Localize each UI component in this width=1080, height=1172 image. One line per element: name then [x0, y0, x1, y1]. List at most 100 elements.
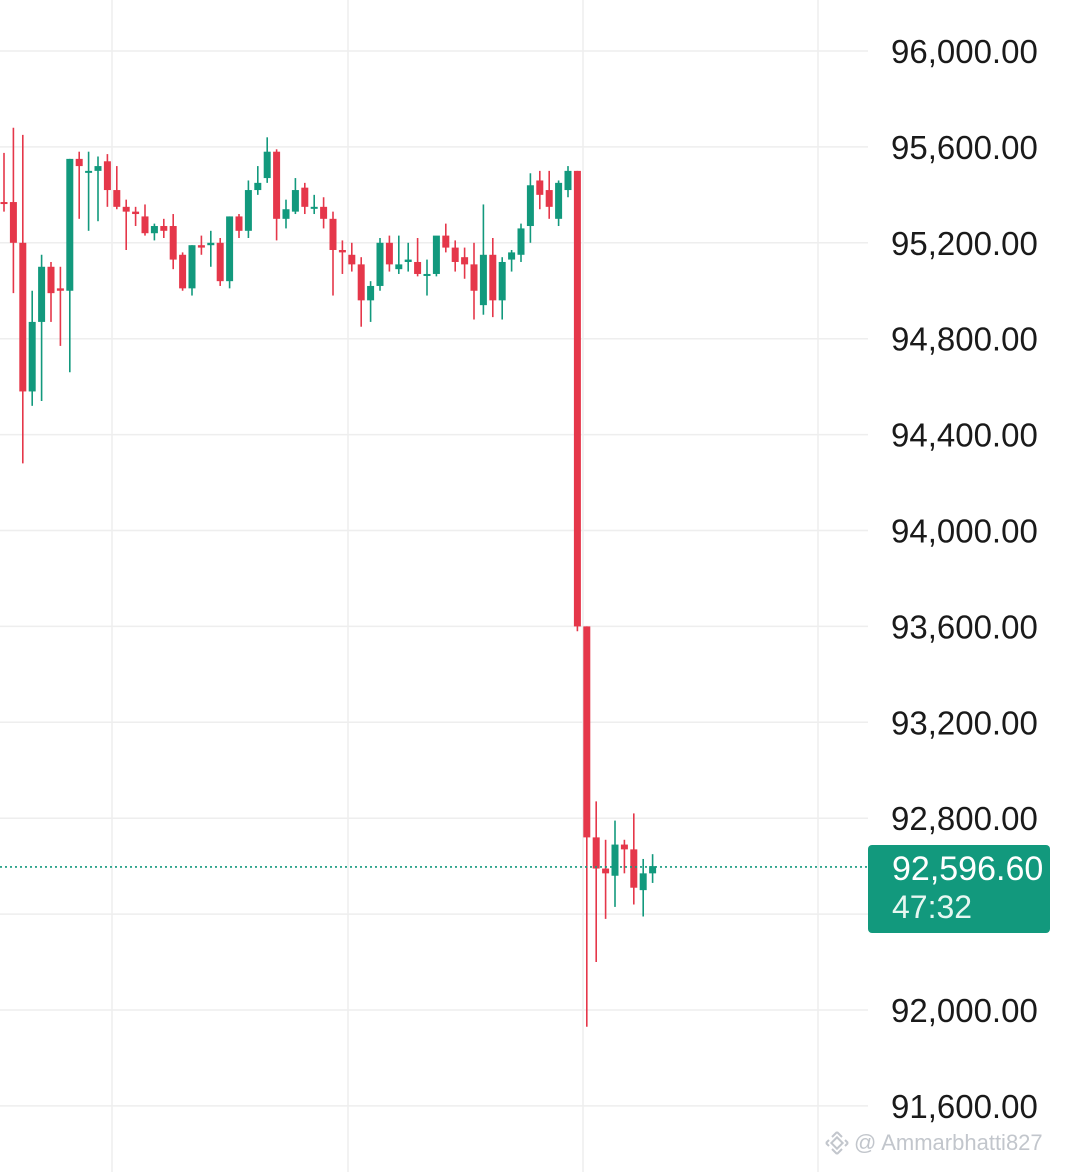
candle	[56, 266, 64, 346]
candle-body	[150, 226, 158, 234]
candle-body	[66, 158, 74, 291]
candle-body	[103, 161, 111, 191]
y-tick-label: 95,200.00	[891, 225, 1038, 262]
candle	[94, 156, 102, 222]
candle	[0, 152, 8, 212]
candle-body	[28, 321, 36, 392]
candle	[470, 242, 478, 320]
candle	[273, 149, 281, 241]
candle	[461, 247, 469, 279]
candle-body	[395, 264, 403, 270]
candle-body	[555, 182, 563, 219]
candle	[263, 137, 271, 183]
candle-body	[282, 209, 290, 219]
candle	[75, 151, 83, 219]
candle-body	[583, 626, 591, 838]
candle-body	[639, 873, 647, 891]
y-tick-label: 94,400.00	[891, 417, 1038, 454]
candle-body	[75, 158, 83, 167]
candle	[207, 230, 215, 267]
candle	[602, 839, 610, 919]
candle-body	[113, 190, 121, 207]
candle	[197, 235, 205, 255]
candle	[442, 223, 450, 253]
candle	[38, 254, 46, 402]
candle-body	[160, 226, 168, 231]
watermark: @ Ammarbhatti827	[824, 1130, 1043, 1156]
candle	[291, 178, 299, 215]
candle	[150, 223, 158, 241]
candle-body	[385, 242, 393, 265]
candle	[611, 820, 619, 907]
y-tick-label: 92,800.00	[891, 800, 1038, 837]
candle	[216, 238, 224, 286]
candle-body	[244, 190, 252, 231]
candle	[254, 166, 262, 195]
candle	[348, 242, 356, 272]
candle-body	[216, 242, 224, 282]
candle	[573, 170, 581, 632]
candle-body	[188, 245, 196, 289]
candle-body	[273, 151, 281, 219]
candle-body	[94, 166, 102, 171]
candle-countdown-label: 47:32	[892, 889, 973, 925]
candle	[19, 134, 27, 464]
candle	[479, 204, 487, 315]
candle-body	[545, 190, 553, 207]
y-tick-label: 95,600.00	[891, 129, 1038, 166]
candle-body	[47, 266, 55, 294]
candle-body	[0, 202, 8, 205]
candle-body	[461, 257, 469, 265]
candle-body	[338, 249, 346, 253]
candle	[432, 235, 440, 277]
candle	[508, 249, 516, 272]
candle-body	[508, 252, 516, 260]
candle-body	[179, 254, 187, 289]
candle	[498, 257, 506, 320]
candle-body	[432, 235, 440, 274]
candle-body	[56, 288, 64, 291]
candle-body	[611, 844, 619, 876]
candle-body	[602, 868, 610, 874]
candle	[649, 854, 657, 883]
binance-logo-icon	[825, 1131, 849, 1155]
y-tick-label: 92,000.00	[891, 992, 1038, 1029]
candle	[639, 858, 647, 917]
candle	[122, 199, 130, 250]
candle-body	[329, 218, 337, 250]
candle-body	[301, 187, 309, 207]
candle	[517, 223, 525, 262]
candle-body	[122, 206, 130, 212]
candle-body	[132, 211, 140, 215]
y-tick-label: 94,000.00	[891, 513, 1038, 550]
candle	[583, 626, 591, 1027]
candle-body	[470, 264, 478, 291]
candle	[235, 214, 243, 239]
candle	[132, 206, 140, 227]
candle-body	[367, 285, 375, 301]
candle-body	[207, 242, 215, 246]
candle-body	[479, 254, 487, 306]
candle-body	[254, 182, 262, 191]
candle	[188, 245, 196, 296]
candle	[526, 173, 534, 243]
candle	[385, 235, 393, 272]
y-tick-label: 93,600.00	[891, 608, 1038, 645]
candle	[160, 218, 168, 239]
candle-body	[9, 202, 17, 243]
candle-body	[141, 216, 149, 234]
current-price-label: 92,596.60	[892, 850, 1044, 888]
candle-body	[85, 170, 93, 173]
y-tick-label: 93,200.00	[891, 704, 1038, 741]
candle-body	[423, 273, 431, 276]
candle	[357, 257, 365, 327]
candle	[141, 204, 149, 236]
candle-body	[169, 226, 177, 260]
candle-body	[19, 242, 27, 392]
candle	[9, 127, 17, 294]
candle-body	[517, 228, 525, 255]
candle-body	[620, 844, 628, 850]
candle-body	[526, 185, 534, 227]
candle	[630, 813, 638, 905]
